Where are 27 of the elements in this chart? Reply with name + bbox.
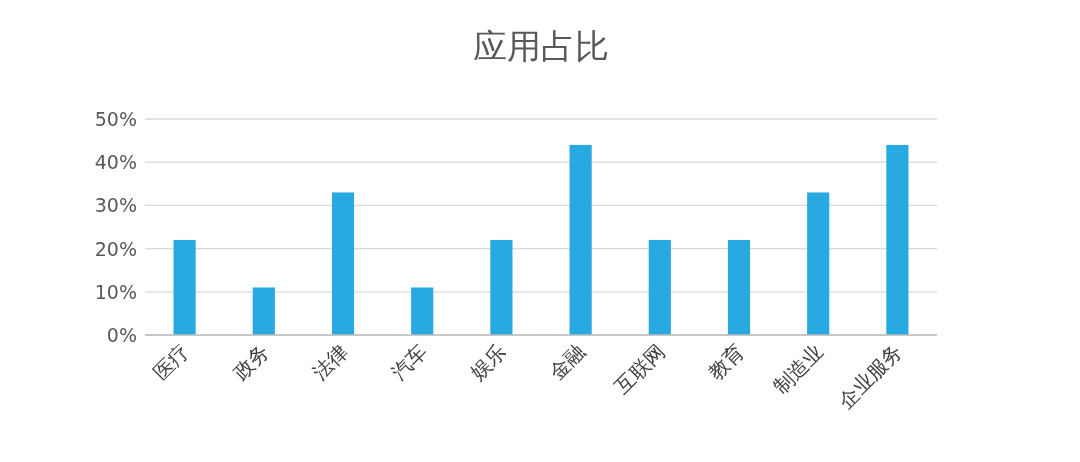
bar [331, 192, 355, 335]
y-tick-label: 10% [94, 280, 137, 303]
x-tick-label: 医疗 [148, 339, 195, 385]
bar [807, 192, 830, 335]
y-tick-label: 50% [94, 108, 137, 130]
chart-title: 应用占比 [473, 26, 609, 66]
y-tick-label: 20% [94, 237, 137, 260]
x-tick-label: 金融 [544, 339, 591, 385]
bar [727, 239, 751, 335]
y-tick-label: 30% [94, 194, 137, 217]
bar [886, 144, 909, 335]
bar [411, 287, 434, 335]
bar [173, 239, 196, 335]
bar [648, 239, 671, 335]
x-tick-label: 娱乐 [465, 339, 511, 385]
bar [490, 239, 513, 335]
x-tick-label: 企业服务 [833, 339, 907, 414]
x-tick-label: 制造业 [768, 339, 828, 399]
x-tick-label: 汽车 [386, 339, 432, 385]
x-tick-label: 政务 [228, 339, 274, 385]
y-tick-label: 40% [94, 151, 137, 174]
bar [252, 287, 275, 335]
x-tick-label: 教育 [703, 339, 749, 385]
x-tick-label: 互联网 [609, 339, 670, 399]
x-tick-label: 法律 [307, 339, 353, 385]
y-tick-label: 0% [106, 324, 137, 346]
bar [569, 144, 592, 335]
